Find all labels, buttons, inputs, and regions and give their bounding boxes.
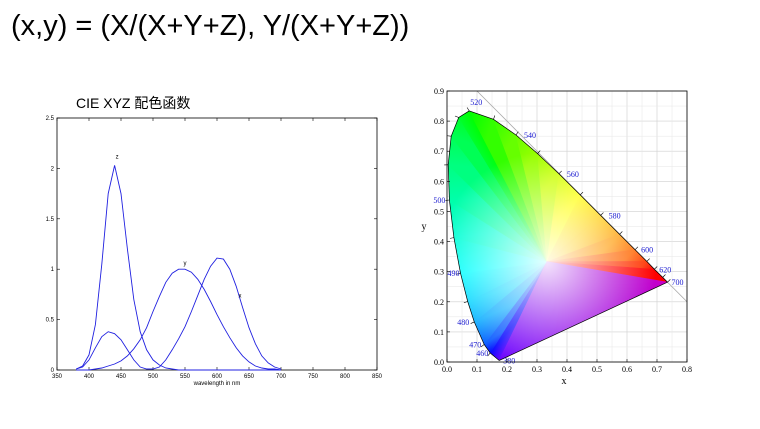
cmf-plot-frame <box>56 117 378 371</box>
locus-tick <box>493 115 496 120</box>
slide-title: (x,y) = (X/(X+Y+Z), Y/(X+Y+Z)) <box>11 10 410 42</box>
locus-tick <box>463 301 468 303</box>
y-tick-label: 1.5 <box>46 217 55 223</box>
wavelength-label: 460 <box>476 349 488 358</box>
locus-tick <box>619 231 623 235</box>
y-tick-label: 0.7 <box>434 147 444 156</box>
locus-tick <box>654 266 658 270</box>
x-tick-label: 0.6 <box>622 365 632 374</box>
locus-tick <box>515 131 519 136</box>
x-tick-label: 0.2 <box>502 365 512 374</box>
x-tick-label: 600 <box>212 374 223 380</box>
locus-tick <box>634 246 639 250</box>
x-tick-label: 550 <box>180 374 191 380</box>
locus-tick <box>487 352 491 357</box>
wavelength-label: 480 <box>457 318 469 327</box>
y-tick-label: 0.0 <box>434 358 444 367</box>
wavelength-label: 600 <box>641 246 653 255</box>
cie-y-axis-label: y <box>422 222 427 233</box>
wavelength-label: 620 <box>659 265 671 274</box>
x-tick-label: 800 <box>340 374 351 380</box>
series-label-y: y <box>184 261 187 267</box>
wavelength-label: 500 <box>433 196 445 205</box>
locus-tick <box>480 344 485 348</box>
locus-tick <box>646 258 650 262</box>
wavelength-label: 380 <box>503 356 515 365</box>
wavelength-label: 520 <box>470 98 482 107</box>
locus-tick <box>466 107 470 112</box>
y-tick-label: 2 <box>51 166 55 172</box>
x-tick-label: 0.4 <box>562 365 572 374</box>
x-tick-label: 0.3 <box>532 365 542 374</box>
cmf-x-axis-label: wavelength in nm <box>193 381 241 387</box>
series-line-y <box>76 268 282 371</box>
x-tick-label: 0.7 <box>652 365 662 374</box>
x-tick-label: 0.5 <box>592 365 602 374</box>
locus-tick <box>537 150 541 154</box>
locus-tick <box>662 274 666 278</box>
y-tick-label: 0.1 <box>434 328 444 337</box>
locus-tick <box>579 191 584 196</box>
y-tick-label: 0.3 <box>434 268 444 277</box>
locus-tick <box>449 237 454 239</box>
y-tick-label: 0.9 <box>434 87 444 96</box>
x-tick-label: 0.0 <box>442 365 452 374</box>
wavelength-label: 490 <box>448 269 460 278</box>
locus-tick <box>600 212 604 216</box>
locus-tick <box>667 279 671 283</box>
series-line-z <box>76 165 281 371</box>
y-tick-label: 2.5 <box>46 116 55 122</box>
x-tick-label: 450 <box>116 374 127 380</box>
cmf-chart: 350 400 450 500 550 600 650 700 750 800 850 0 0.5 1 1.… <box>46 116 383 387</box>
y-tick-label: 0.5 <box>434 207 444 216</box>
y-tick-label: 0.8 <box>434 117 444 126</box>
x-tick-label: 750 <box>308 374 319 380</box>
wavelength-label: 580 <box>609 211 621 220</box>
x-tick-label: 0.8 <box>682 365 692 374</box>
series-label-z: z <box>116 154 119 160</box>
x-tick-label: 700 <box>276 374 287 380</box>
locus-tick <box>558 170 562 175</box>
x-tick-label: 500 <box>148 374 159 380</box>
locus-tick <box>470 321 475 324</box>
y-tick-label: 0.5 <box>46 318 55 324</box>
series-label-x: x <box>239 293 242 299</box>
y-tick-label: 0.2 <box>434 298 444 307</box>
series-line-x <box>76 257 282 370</box>
x-tick-label: 850 <box>372 374 383 380</box>
y-tick-label: 1 <box>51 267 55 273</box>
x-tick-label: 650 <box>244 374 255 380</box>
wavelength-label: 540 <box>524 131 536 140</box>
cmf-chart-caption: CIE XYZ 配色函数 <box>76 95 191 111</box>
y-tick-label: 0 <box>51 368 55 374</box>
x-tick-label: 0.1 <box>472 365 482 374</box>
wavelength-label: 470 <box>469 341 481 350</box>
locus-tick <box>456 272 461 275</box>
x-tick-label: 400 <box>84 374 95 380</box>
wavelength-label: 560 <box>567 170 579 179</box>
y-tick-label: 0.4 <box>434 238 444 247</box>
x-tick-label: 350 <box>52 374 63 380</box>
wavelength-label: 700 <box>672 278 684 287</box>
locus-tick <box>454 115 459 118</box>
y-tick-label: 0.6 <box>434 177 444 186</box>
cie-x-axis-label: x <box>562 376 567 387</box>
